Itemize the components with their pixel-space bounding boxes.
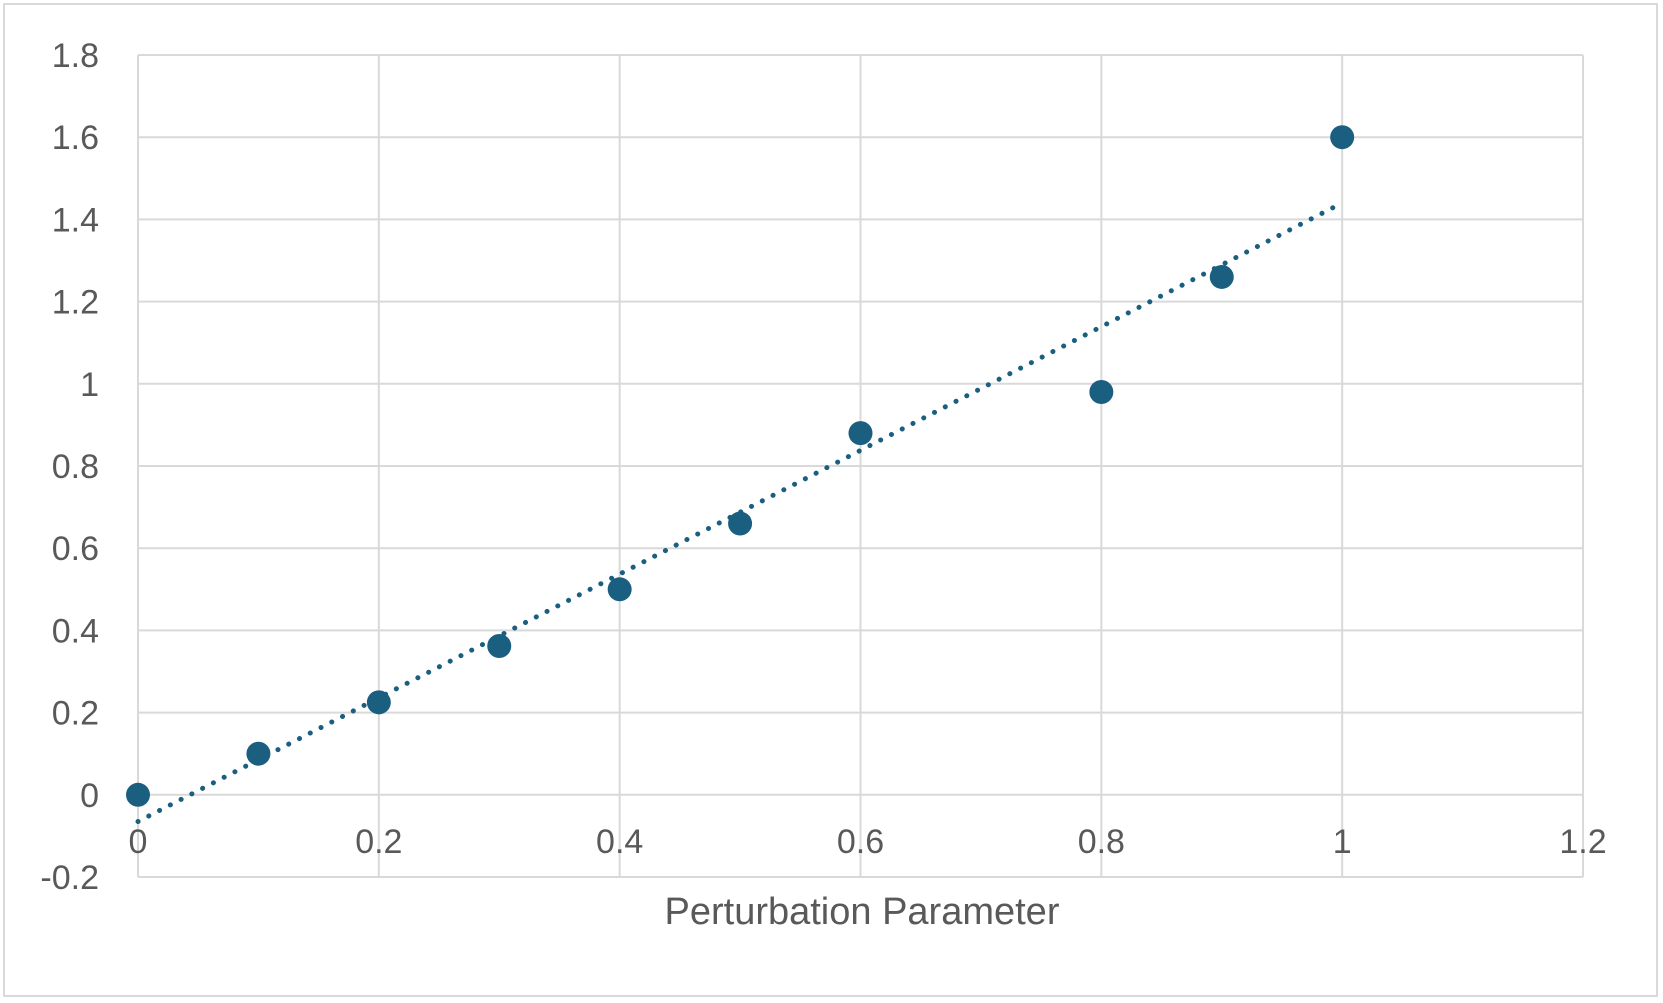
grid-lines [137, 54, 1584, 878]
x-tick-label: 0.2 [355, 823, 402, 861]
y-tick-label: 1 [80, 366, 99, 404]
x-tick-label: 1.2 [1559, 823, 1606, 861]
y-tick-label: 1.6 [52, 119, 99, 157]
x-axis-tick-labels: 0 0.2 0.4 0.6 0.8 1 1.2 [129, 823, 1607, 861]
data-point [366, 690, 391, 715]
data-point [728, 511, 753, 536]
data-point [487, 634, 512, 659]
x-tick-label: 1 [1333, 823, 1352, 861]
data-point [246, 741, 271, 766]
data-point [607, 577, 632, 602]
y-tick-label: 0.2 [52, 695, 99, 733]
y-tick-label: 1.4 [52, 201, 99, 239]
data-point [1089, 380, 1114, 405]
y-axis-tick-labels: -0.2 0 0.2 0.4 0.6 0.8 1 1.2 1.4 1.6 1.8 [40, 37, 99, 897]
data-point [848, 421, 873, 446]
x-tick-label: 0 [129, 823, 148, 861]
chart-frame [3, 3, 1658, 997]
x-tick-label: 0.4 [596, 823, 643, 861]
data-point [1330, 125, 1355, 150]
y-tick-label: 0.6 [52, 530, 99, 568]
y-tick-label: 0 [80, 777, 99, 815]
y-tick-label: -0.2 [40, 859, 99, 897]
x-tick-label: 0.8 [1078, 823, 1125, 861]
data-point [126, 782, 150, 807]
y-tick-label: 1.8 [52, 37, 99, 75]
y-tick-label: 0.8 [52, 448, 99, 486]
y-tick-label: 0.4 [52, 612, 99, 650]
x-axis-title: Perturbation Parameter [665, 891, 1060, 933]
data-point [1209, 264, 1234, 289]
data-points [126, 125, 1355, 807]
y-tick-label: 1.2 [52, 284, 99, 322]
x-tick-label: 0.6 [837, 823, 884, 861]
